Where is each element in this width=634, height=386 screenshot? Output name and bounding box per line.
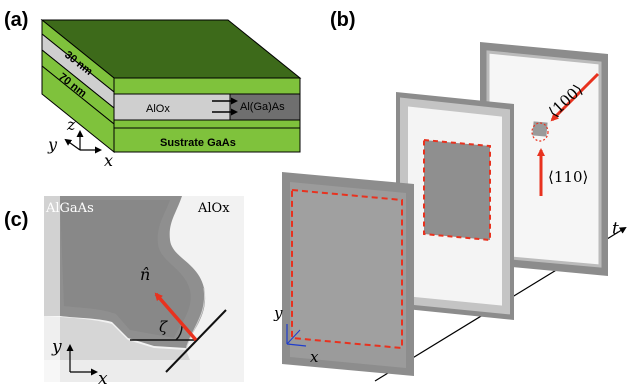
algaas-label: Al(Ga)As xyxy=(240,101,285,113)
axes-a xyxy=(64,130,102,154)
substrate-label: Sustrate GaAs xyxy=(160,137,236,149)
alox-label: AlOx xyxy=(146,103,170,115)
time-axis-label: t xyxy=(612,219,619,239)
sample-image-t1 xyxy=(282,172,414,376)
algaas-region-label: AlGaAs xyxy=(45,201,94,216)
axes-b xyxy=(286,324,307,347)
axis-y-b: y xyxy=(273,304,283,322)
tangent-line xyxy=(165,309,227,373)
layer-stack-diagram xyxy=(40,18,302,154)
angle-arc xyxy=(175,325,183,341)
panel-label-b: (b) xyxy=(330,9,356,31)
arrow-direction-100 xyxy=(550,72,600,122)
normal-label: n̂ xyxy=(140,265,150,284)
axis-y-c: y xyxy=(51,337,62,357)
axes-c xyxy=(66,344,98,376)
etched-region-outline-t1 xyxy=(291,188,403,350)
normal-vector-arrow xyxy=(154,292,198,342)
panel-label-c: (c) xyxy=(4,209,28,231)
axis-x-a: x xyxy=(104,151,113,170)
etched-region-outline-t3 xyxy=(531,122,549,142)
angle-label: ζ xyxy=(159,318,168,336)
direction-110-label: ⟨110⟩ xyxy=(548,168,588,186)
axis-x-c: x xyxy=(98,369,108,386)
axis-y-a: y xyxy=(47,135,58,154)
panel-label-a: (a) xyxy=(4,9,28,31)
axis-z-a: z xyxy=(66,115,76,134)
micrograph-c xyxy=(44,196,244,382)
alox-region-label: AlOx xyxy=(197,201,230,216)
axis-x-b: x xyxy=(310,348,319,366)
